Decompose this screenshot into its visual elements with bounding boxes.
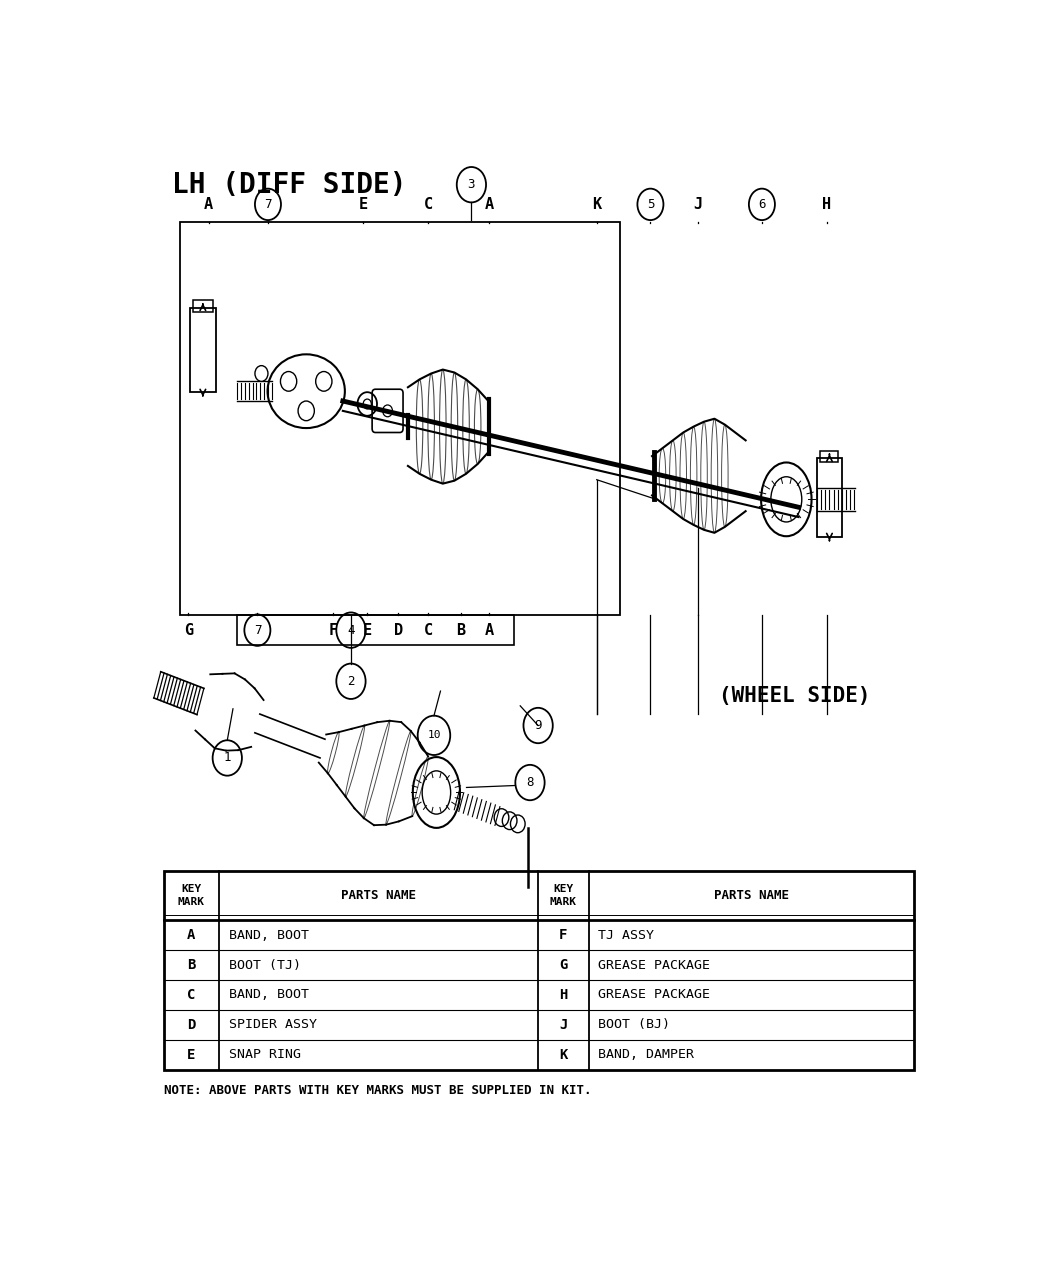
Text: A: A <box>204 197 213 212</box>
Text: A: A <box>485 197 494 212</box>
Text: SNAP RING: SNAP RING <box>229 1048 301 1061</box>
Text: F: F <box>560 928 568 942</box>
Text: B: B <box>457 623 465 637</box>
Text: TJ ASSY: TJ ASSY <box>598 928 654 941</box>
Text: A: A <box>187 928 195 942</box>
Bar <box>193 300 212 312</box>
Text: 8: 8 <box>526 776 533 789</box>
Text: 7: 7 <box>254 623 261 637</box>
Text: K: K <box>560 1047 568 1061</box>
Text: 9: 9 <box>534 719 542 732</box>
Text: 4: 4 <box>348 623 355 637</box>
Text: 1: 1 <box>224 751 231 765</box>
Text: 5: 5 <box>647 198 654 211</box>
Circle shape <box>255 365 268 382</box>
Text: PARTS NAME: PARTS NAME <box>341 889 416 902</box>
Text: G: G <box>184 623 193 637</box>
Text: H: H <box>560 988 568 1002</box>
Text: C: C <box>424 623 433 637</box>
Text: B: B <box>187 958 195 972</box>
Text: H: H <box>822 197 832 212</box>
Text: PARTS NAME: PARTS NAME <box>714 889 789 902</box>
Text: GREASE PACKAGE: GREASE PACKAGE <box>598 959 711 972</box>
Text: A: A <box>485 623 494 637</box>
Text: BAND, BOOT: BAND, BOOT <box>229 928 309 941</box>
Text: D: D <box>394 623 403 637</box>
Text: SPIDER ASSY: SPIDER ASSY <box>229 1018 317 1032</box>
Text: BOOT (BJ): BOOT (BJ) <box>598 1018 670 1032</box>
Text: 2: 2 <box>348 674 355 688</box>
Text: E: E <box>187 1047 195 1061</box>
Bar <box>237 616 513 645</box>
Text: (WHEEL SIDE): (WHEEL SIDE) <box>718 686 870 706</box>
Text: E: E <box>359 197 368 212</box>
Text: BAND, BOOT: BAND, BOOT <box>229 988 309 1001</box>
Text: J: J <box>560 1018 568 1032</box>
Bar <box>190 308 216 392</box>
Text: BAND, DAMPER: BAND, DAMPER <box>598 1048 694 1061</box>
Text: LH (DIFF SIDE): LH (DIFF SIDE) <box>172 171 406 199</box>
Text: 10: 10 <box>427 730 441 741</box>
Text: E: E <box>362 623 372 637</box>
Text: G: G <box>560 958 568 972</box>
Text: 3: 3 <box>467 179 476 192</box>
Text: 7: 7 <box>265 198 272 211</box>
Text: C: C <box>424 197 433 212</box>
Text: F: F <box>329 623 338 637</box>
Bar <box>817 458 842 536</box>
Bar <box>820 451 838 462</box>
Text: 6: 6 <box>758 198 765 211</box>
Text: BOOT (TJ): BOOT (TJ) <box>229 959 301 972</box>
Bar <box>181 222 620 616</box>
Text: J: J <box>693 197 702 212</box>
Text: KEY
MARK: KEY MARK <box>550 885 576 907</box>
Text: C: C <box>187 988 195 1002</box>
Text: KEY
MARK: KEY MARK <box>177 885 205 907</box>
Text: GREASE PACKAGE: GREASE PACKAGE <box>598 988 711 1001</box>
Bar <box>164 871 915 1070</box>
Text: NOTE: ABOVE PARTS WITH KEY MARKS MUST BE SUPPLIED IN KIT.: NOTE: ABOVE PARTS WITH KEY MARKS MUST BE… <box>164 1084 591 1097</box>
Text: D: D <box>187 1018 195 1032</box>
Text: K: K <box>592 197 602 212</box>
